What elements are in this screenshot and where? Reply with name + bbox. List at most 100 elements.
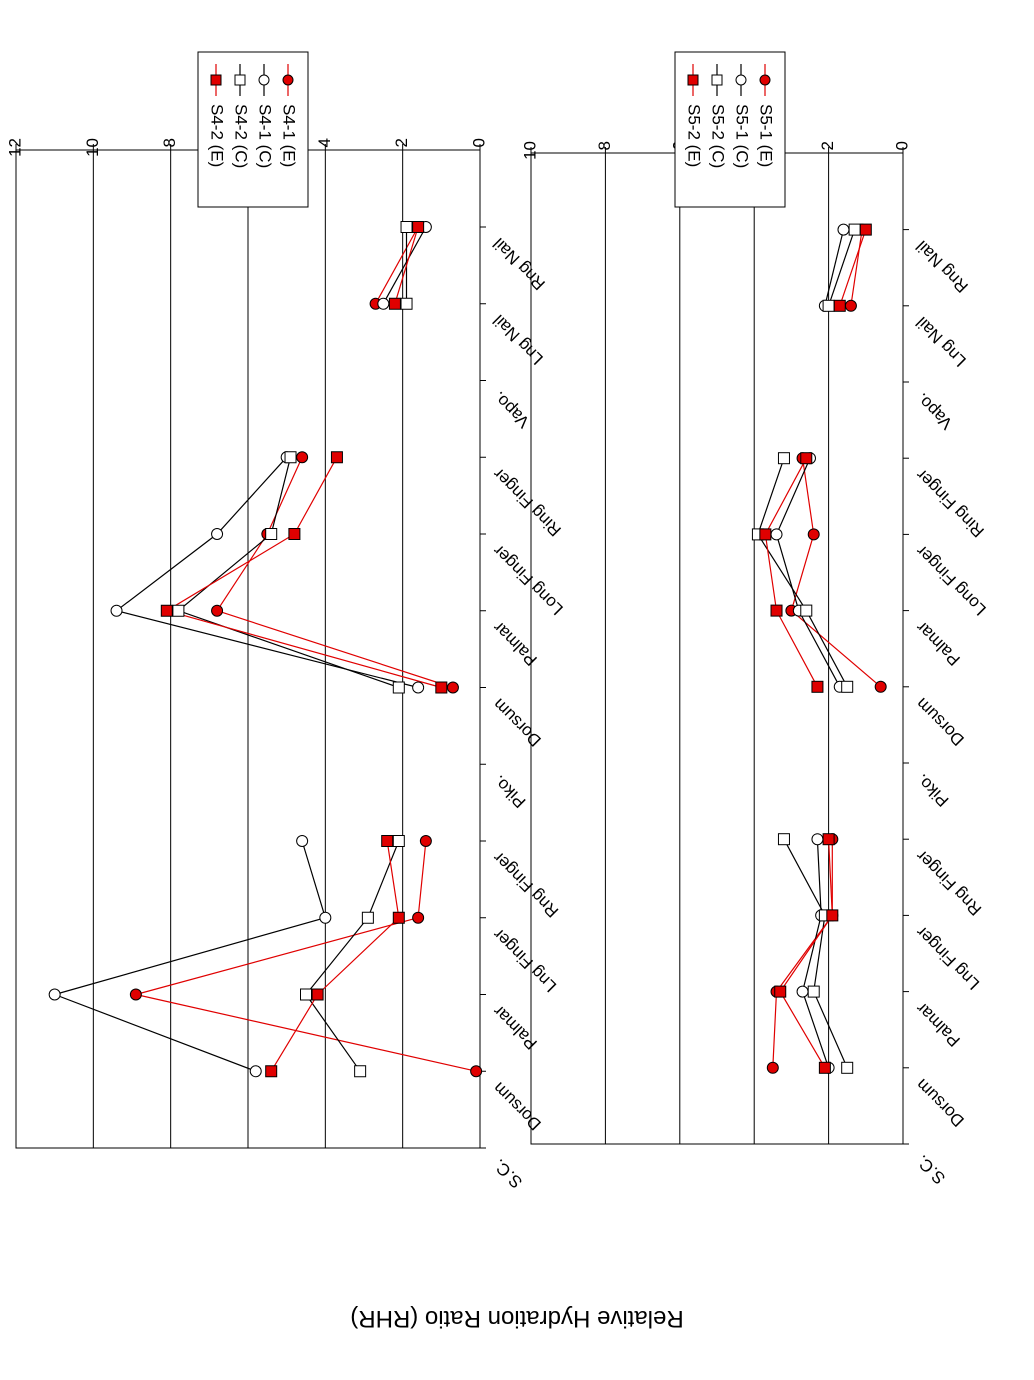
category-label: Dorsum <box>912 694 968 750</box>
legend-marker <box>711 74 723 86</box>
value-tick-label: 8 <box>160 138 179 147</box>
data-point <box>392 835 405 847</box>
data-point <box>811 680 824 693</box>
data-point <box>837 223 850 236</box>
series-line <box>216 456 454 689</box>
category-label: Lng Nail <box>912 313 970 371</box>
data-point <box>172 604 185 617</box>
category-label: Palmar <box>912 999 964 1051</box>
data-point <box>110 604 123 617</box>
series-line <box>375 226 419 304</box>
data-point <box>296 835 309 847</box>
y-axis-title: Relative Hydration Ratio (RHR) <box>350 1305 683 1332</box>
data-point <box>392 681 405 694</box>
legend-marker <box>258 74 270 86</box>
legend-label: S5-1 (C) <box>733 104 752 168</box>
series-line <box>382 226 427 304</box>
value-tick-label: 10 <box>520 141 539 160</box>
series-line <box>828 229 856 306</box>
data-point <box>759 528 772 541</box>
category-label: Lng Nail <box>489 311 547 369</box>
category-label: Rng Nail <box>489 234 549 294</box>
series-line <box>764 457 818 688</box>
data-point <box>160 604 173 617</box>
category-label: Vapo. <box>489 388 533 432</box>
data-point <box>470 1065 483 1078</box>
series-line <box>165 456 442 689</box>
data-point <box>770 528 783 541</box>
value-tick-label: 8 <box>595 141 614 150</box>
value-tick-label: 12 <box>5 138 24 157</box>
data-point <box>265 1065 278 1078</box>
category-label: Dorsum <box>912 1075 968 1131</box>
legend-marker <box>759 74 771 86</box>
data-point <box>818 1061 831 1074</box>
data-point <box>822 299 835 312</box>
legend-marker <box>210 74 222 86</box>
data-point <box>777 833 790 846</box>
category-label: S.C. <box>912 1151 949 1188</box>
legend: S5-1 (E) S5-1 (C) S5-2 (C) S5-2 (E) <box>674 51 786 208</box>
category-label: Rng Finger <box>489 848 562 921</box>
data-point <box>841 1061 854 1074</box>
data-point <box>412 911 425 924</box>
data-point <box>300 988 312 1001</box>
data-point <box>129 988 142 1001</box>
series-line <box>801 839 830 1068</box>
data-point <box>388 297 401 310</box>
series-line <box>270 840 400 1072</box>
data-point <box>811 833 824 846</box>
legend: S4-1 (E) S4-1 (C) S4-2 (C) S4-2 (E) <box>197 51 309 208</box>
category-label: Long Finger <box>912 541 990 619</box>
category-label: Rng Nail <box>912 237 972 297</box>
data-point <box>288 528 301 540</box>
data-point <box>377 297 390 310</box>
data-point <box>800 452 813 465</box>
data-point <box>848 223 861 236</box>
data-point <box>330 451 343 464</box>
data-point <box>412 681 425 694</box>
series-line <box>790 458 882 688</box>
value-tick-label: 4 <box>315 138 334 147</box>
data-point <box>826 909 839 922</box>
category-label: Vapo. <box>912 389 956 433</box>
data-point <box>400 221 413 233</box>
category-label: Palmar <box>489 1001 541 1053</box>
category-label: Ring Finger <box>489 464 565 540</box>
series-line <box>115 456 419 689</box>
legend-label: S4-2 (E) <box>208 104 227 167</box>
legend-marker <box>687 74 699 86</box>
value-tick-label: 0 <box>892 141 911 150</box>
data-point <box>311 988 324 1001</box>
category-label: Rng Finger <box>912 846 985 919</box>
series-line <box>779 839 833 1069</box>
data-point <box>859 223 872 236</box>
value-tick-label: 2 <box>392 138 411 147</box>
series-line <box>783 838 848 1069</box>
legend-marker <box>735 74 747 86</box>
legend-label: S4-1 (E) <box>280 104 299 167</box>
category-label: Lng Finger <box>912 922 983 993</box>
data-point <box>874 680 887 693</box>
data-point <box>844 299 857 312</box>
data-point <box>774 985 787 998</box>
series-line <box>775 457 841 688</box>
series-line <box>757 458 848 688</box>
legend-label: S4-1 (C) <box>256 104 275 168</box>
value-tick-label: 10 <box>83 138 102 157</box>
data-point <box>284 451 297 464</box>
data-point <box>354 1065 367 1078</box>
data-point <box>807 528 820 541</box>
series-line <box>394 226 419 304</box>
data-point <box>211 604 224 617</box>
data-point <box>841 680 854 693</box>
category-label: Palmar <box>489 618 541 670</box>
legend-marker <box>282 74 294 86</box>
legend-label: S5-2 (C) <box>709 104 728 168</box>
series-line <box>772 839 833 1068</box>
legend-label: S4-2 (C) <box>232 104 251 168</box>
data-point <box>777 452 790 465</box>
